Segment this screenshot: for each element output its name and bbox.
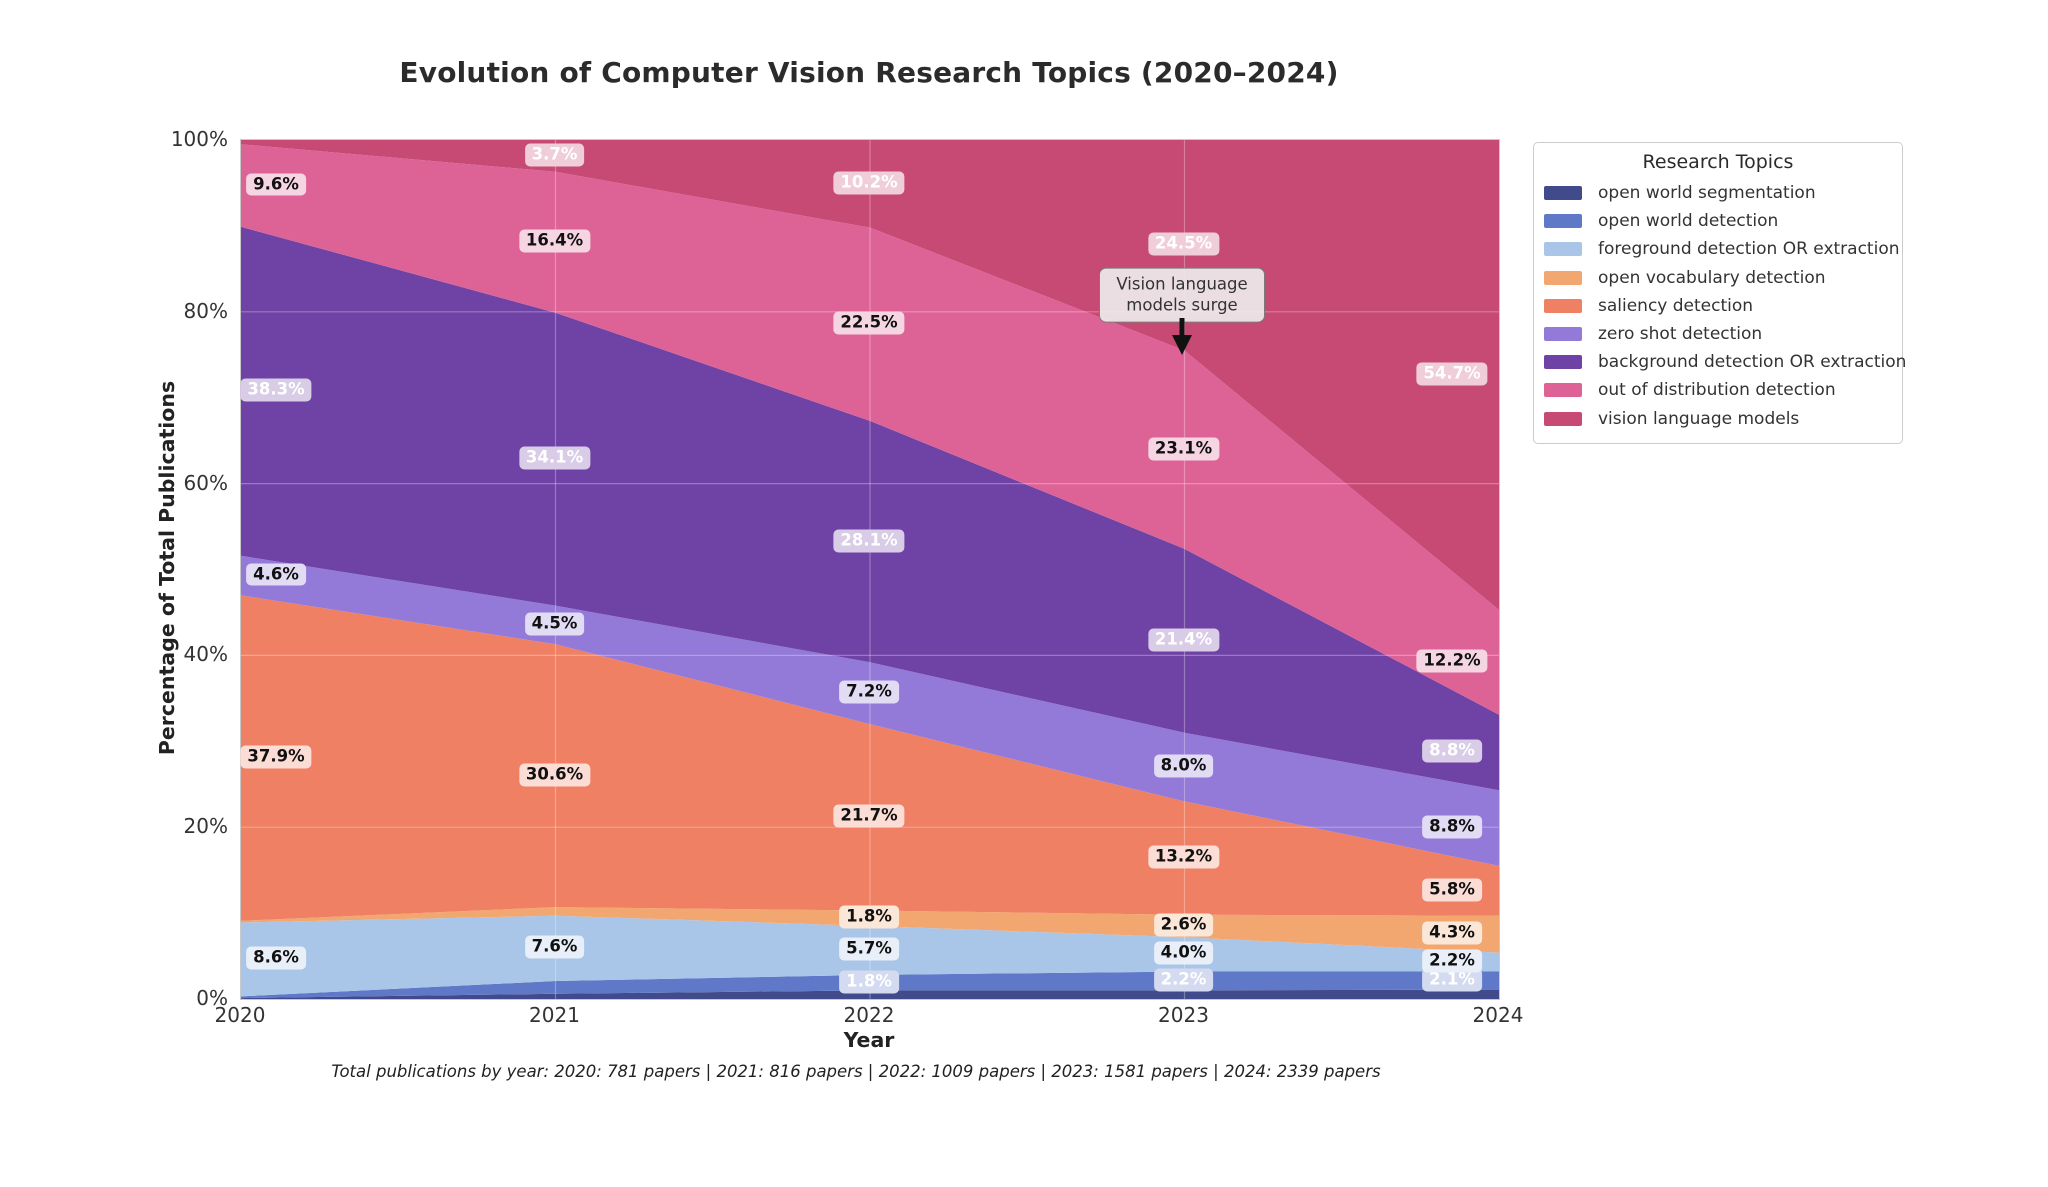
data-label-out-of-distribution-detection-2020: 9.6%	[246, 173, 306, 196]
area-out-of-distribution-detection	[241, 144, 1499, 715]
legend-item-label: saliency detection	[1598, 295, 1754, 316]
legend-swatch-icon	[1544, 411, 1582, 426]
y-tick-label: 80%	[183, 298, 228, 323]
data-label-saliency-detection-2020: 37.9%	[240, 745, 312, 769]
data-label-background-detection-or-extraction-2024: 8.8%	[1422, 739, 1482, 763]
legend: Research Topics open world segmentation o…	[1533, 142, 1906, 444]
legend-item-label: vision language models	[1598, 408, 1800, 429]
legend-swatch-icon	[1544, 298, 1582, 313]
data-label-open-world-detection-2022: 1.8%	[839, 970, 899, 994]
legend-swatch-icon	[1544, 355, 1582, 370]
data-label-background-detection-or-extraction-2023: 21.4%	[1147, 628, 1220, 652]
legend-items: open world segmentation open world detect…	[1534, 179, 1906, 433]
area-saliency-detection	[241, 595, 1499, 921]
stacked-area-svg	[241, 140, 1499, 999]
x-tick-label: 2021	[529, 1003, 580, 1027]
legend-swatch-icon	[1544, 186, 1582, 201]
data-label-open-world-detection-2024: 2.1%	[1422, 968, 1482, 992]
legend-item-saliency-detection: saliency detection	[1534, 292, 1902, 320]
y-tick-label: 60%	[183, 470, 228, 495]
legend-item-background-detection-or-extraction: background detection OR extraction	[1534, 348, 1906, 376]
x-tick-label: 2023	[1158, 1003, 1209, 1027]
data-label-zero-shot-detection-2021: 4.5%	[524, 612, 585, 636]
data-label-zero-shot-detection-2023: 8.0%	[1153, 754, 1214, 778]
data-label-background-detection-or-extraction-2020: 38.3%	[240, 378, 312, 402]
data-label-foreground-detection-or-extraction-2021: 7.6%	[524, 935, 585, 959]
data-label-open-vocabulary-detection-2024: 4.3%	[1422, 921, 1482, 945]
legend-item-label: foreground detection OR extraction	[1598, 239, 1900, 260]
data-label-open-vocabulary-detection-2022: 1.8%	[839, 905, 899, 929]
area-open-world-segmentation	[241, 989, 1499, 999]
data-label-out-of-distribution-detection-2021: 16.4%	[518, 229, 591, 253]
data-label-saliency-detection-2021: 30.6%	[518, 763, 591, 787]
data-label-saliency-detection-2024: 5.8%	[1422, 878, 1482, 902]
y-tick-label: 100%	[170, 127, 228, 151]
legend-item-vision-language-models: vision language models	[1534, 405, 1902, 433]
data-label-foreground-detection-or-extraction-2023: 4.0%	[1153, 941, 1214, 965]
data-label-background-detection-or-extraction-2022: 28.1%	[833, 529, 905, 553]
y-axis-label: Percentage of Total Publications	[155, 380, 179, 756]
data-label-foreground-detection-or-extraction-2024: 2.2%	[1422, 949, 1482, 973]
footnote: Total publications by year: 2020: 781 pa…	[331, 1062, 1381, 1081]
y-tick-label: 40%	[183, 642, 228, 667]
data-label-out-of-distribution-detection-2022: 22.5%	[833, 311, 905, 335]
legend-item-zero-shot-detection: zero shot detection	[1534, 320, 1902, 348]
legend-item-label: open vocabulary detection	[1598, 267, 1826, 288]
y-tick-label: 0%	[196, 986, 228, 1010]
legend-item-label: background detection OR extraction	[1598, 352, 1907, 373]
annotation-arrow-icon	[1172, 318, 1192, 355]
data-label-vision-language-models-2024: 54.7%	[1416, 362, 1488, 386]
data-label-foreground-detection-or-extraction-2022: 5.7%	[839, 937, 899, 961]
data-label-out-of-distribution-detection-2023: 23.1%	[1147, 437, 1220, 461]
legend-item-label: open world segmentation	[1598, 183, 1816, 204]
legend-item-label: open world detection	[1598, 211, 1779, 232]
legend-item-out-of-distribution-detection: out of distribution detection	[1534, 376, 1902, 404]
legend-swatch-icon	[1544, 383, 1582, 398]
annotation-text: Vision language models surge	[1116, 274, 1248, 315]
legend-item-open-vocabulary-detection: open vocabulary detection	[1534, 264, 1902, 292]
data-label-saliency-detection-2023: 13.2%	[1147, 845, 1220, 869]
annotation-box: Vision language models surge	[1099, 267, 1265, 323]
data-label-zero-shot-detection-2020: 4.6%	[246, 563, 306, 586]
legend-swatch-icon	[1544, 214, 1582, 229]
legend-swatch-icon	[1544, 242, 1582, 257]
x-axis-label: Year	[843, 1028, 895, 1052]
x-tick-label: 2022	[843, 1003, 895, 1027]
legend-item-open-world-segmentation: open world segmentation	[1534, 179, 1902, 207]
legend-swatch-icon	[1544, 270, 1582, 285]
data-label-out-of-distribution-detection-2024: 12.2%	[1416, 649, 1488, 673]
data-label-foreground-detection-or-extraction-2020: 8.6%	[246, 947, 306, 970]
legend-item-label: out of distribution detection	[1598, 380, 1836, 401]
y-tick-label: 20%	[183, 814, 228, 839]
data-label-background-detection-or-extraction-2021: 34.1%	[518, 446, 591, 470]
x-tick-label: 2020	[214, 1003, 266, 1027]
legend-swatch-icon	[1544, 327, 1582, 342]
legend-item-foreground-detection-or-extraction: foreground detection OR extraction	[1534, 235, 1902, 263]
area-vision-language-models	[241, 140, 1499, 610]
data-label-vision-language-models-2021: 3.7%	[524, 143, 585, 167]
legend-title: Research Topics	[1642, 151, 1794, 173]
chart-title: Evolution of Computer Vision Research To…	[399, 56, 1339, 89]
plot-area	[240, 139, 1500, 1000]
data-label-saliency-detection-2022: 21.7%	[833, 804, 905, 828]
data-label-zero-shot-detection-2022: 7.2%	[839, 680, 899, 704]
data-label-open-vocabulary-detection-2023: 2.6%	[1153, 913, 1214, 937]
data-label-vision-language-models-2022: 10.2%	[833, 171, 905, 195]
legend-item-open-world-detection: open world detection	[1534, 207, 1902, 235]
data-label-vision-language-models-2023: 24.5%	[1147, 232, 1220, 256]
data-label-open-world-detection-2023: 2.2%	[1153, 968, 1214, 992]
data-label-zero-shot-detection-2024: 8.8%	[1422, 815, 1482, 839]
x-tick-label: 2024	[1472, 1003, 1524, 1027]
legend-item-label: zero shot detection	[1598, 324, 1763, 345]
